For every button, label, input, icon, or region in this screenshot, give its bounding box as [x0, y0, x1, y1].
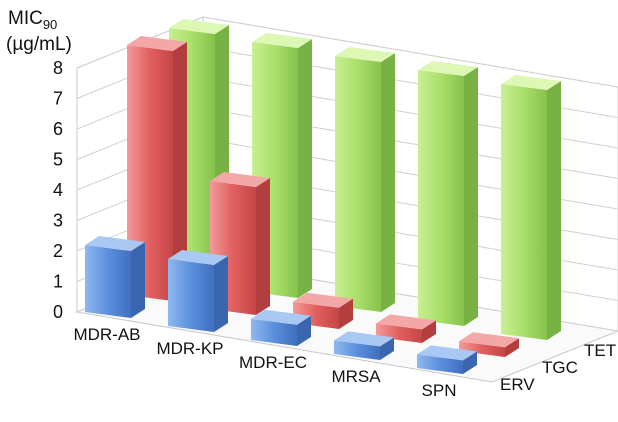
series-label-tet: TET	[584, 341, 616, 360]
bar-front-face	[418, 70, 464, 326]
category-labels: MDR-AB MDR-KP MDR-EC MRSA SPN	[73, 325, 456, 400]
bar-tet-mrsa	[418, 61, 478, 326]
bar-side-face	[173, 42, 187, 301]
bar-side-face	[463, 351, 477, 374]
y-tick-label: 2	[53, 241, 63, 261]
bar-front-face	[127, 45, 173, 301]
y-tick-label: 5	[53, 150, 63, 170]
bar-top-face	[459, 332, 519, 348]
bar-front-face	[459, 341, 505, 357]
bar-side-face	[339, 298, 353, 329]
bar-tgc-mdr-ab	[127, 36, 187, 301]
bar-front-face	[85, 245, 131, 318]
bars	[85, 19, 561, 374]
bar-side-face	[131, 242, 145, 318]
bar-front-face	[334, 340, 380, 360]
bar-side-face	[297, 315, 311, 346]
bar-top-face	[334, 331, 394, 347]
bar-erv-spn	[417, 345, 477, 374]
bar-front-face	[251, 318, 297, 346]
category-label: MRSA	[331, 367, 381, 386]
bar-tgc-spn	[459, 332, 519, 357]
bar-top-face	[335, 47, 395, 62]
bar-side-face	[256, 178, 270, 315]
bar-top-face	[210, 172, 270, 187]
y-tick-label: 6	[53, 119, 63, 139]
bar-top-face	[168, 250, 228, 265]
category-label: MDR-KP	[156, 339, 223, 358]
series-label-erv: ERV	[500, 375, 535, 394]
y-tick-label: 3	[53, 211, 63, 231]
y-tick-label: 4	[53, 180, 63, 200]
bar-top-face	[293, 292, 353, 308]
category-label: MDR-AB	[73, 325, 140, 344]
series-labels: ERV TGC TET	[500, 341, 616, 394]
bar-side-face	[422, 320, 436, 343]
bar-tgc-mrsa	[376, 314, 436, 343]
bar-side-face	[547, 81, 561, 340]
bar-top-face	[127, 36, 187, 51]
bar-side-face	[214, 256, 228, 332]
bar-side-face	[464, 67, 478, 326]
y-axis-label: MIC90	[8, 8, 57, 32]
y-tick-label: 8	[53, 58, 63, 78]
bar-tet-mdr-ec	[335, 47, 395, 312]
bar-top-face	[251, 309, 311, 325]
bar-erv-mdr-ec	[251, 309, 311, 346]
y-tick-label: 0	[53, 302, 63, 322]
bar-erv-mdr-ab	[85, 236, 145, 318]
bar-top-face	[501, 75, 561, 90]
bar-top-face	[252, 33, 312, 48]
bar-erv-mrsa	[334, 331, 394, 360]
bar-top-face	[376, 314, 436, 330]
bar-side-face	[381, 53, 395, 312]
bar-front-face	[417, 354, 463, 374]
bar-side-face	[380, 337, 394, 360]
bar-front-face	[501, 84, 547, 340]
bar-top-face	[418, 61, 478, 76]
gridline	[76, 16, 618, 88]
bar-front-face	[168, 259, 214, 332]
y-axis-unit-label: (µg/mL)	[6, 34, 72, 55]
bar-tet-spn	[501, 75, 561, 340]
series-label-tgc: TGC	[542, 358, 578, 377]
bar-erv-mdr-kp	[168, 250, 228, 332]
y-axis-ticks: 0 1 2 3 4 5 6 7 8	[53, 58, 63, 322]
bar-side-face	[505, 338, 519, 357]
category-label: MDR-EC	[239, 353, 307, 372]
y-tick-label: 7	[53, 89, 63, 109]
bar-top-face	[169, 19, 229, 34]
bar-side-face	[298, 39, 312, 298]
bar-top-face	[417, 345, 477, 361]
bar-front-face	[335, 56, 381, 312]
y-tick-label: 1	[53, 272, 63, 292]
category-label: SPN	[422, 381, 457, 400]
bar-top-face	[85, 236, 145, 251]
